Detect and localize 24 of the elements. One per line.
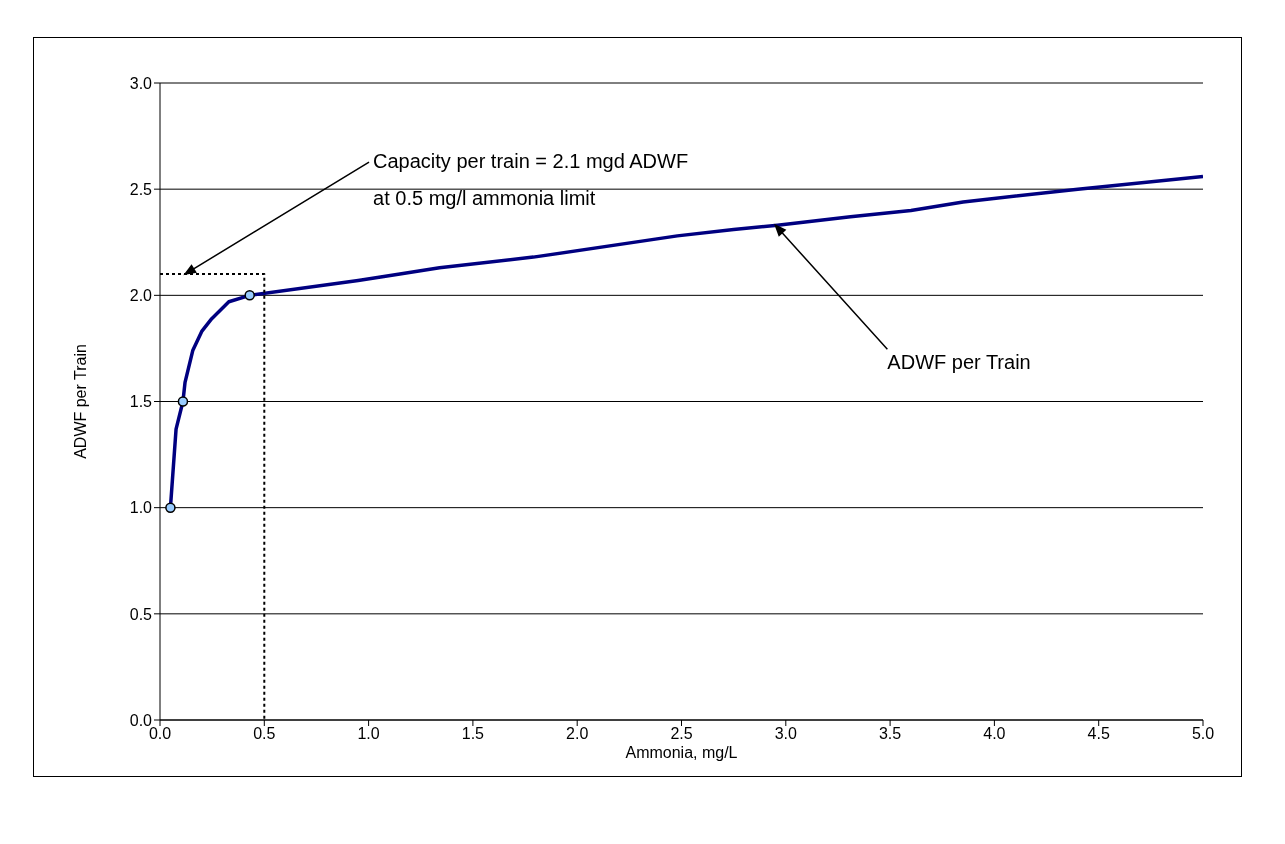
- x-tick-label: 2.0: [566, 725, 589, 743]
- y-tick-label: 3.0: [129, 74, 153, 92]
- x-tick-label: 0.5: [253, 725, 276, 743]
- y-tick-label: 2.0: [129, 287, 153, 305]
- x-tick-label: 3.5: [878, 725, 902, 743]
- y-tick-label: 2.5: [129, 180, 153, 198]
- annotation: ADWF per Train: [887, 351, 1031, 374]
- point: [165, 502, 176, 513]
- x-tick-label: 4.0: [983, 725, 1006, 743]
- y-tick-label: 1.5: [129, 393, 153, 411]
- x-axis-title: Ammonia, mg/L: [625, 744, 738, 761]
- x-tick-label: 0.0: [148, 725, 172, 743]
- annotation: Capacity per train = 2.1 mgd ADWF at 0.5 mg/l ammonia limit: [373, 150, 689, 210]
- x-tick-label: 5.0: [1191, 725, 1215, 743]
- y-axis-title: ADWF per Train: [71, 344, 89, 459]
- x-tick-label: 4.5: [1087, 725, 1110, 743]
- point: [177, 396, 189, 407]
- x-tick-label: 2.5: [670, 725, 693, 743]
- x-tick-label: 1.5: [461, 725, 485, 743]
- x-tick-label: 1.0: [357, 725, 380, 743]
- y-tick-label: 1.0: [129, 499, 153, 517]
- y-tick-label: 0.5: [129, 605, 153, 623]
- point: [244, 290, 255, 301]
- x-tick-label: 3.0: [774, 725, 798, 743]
